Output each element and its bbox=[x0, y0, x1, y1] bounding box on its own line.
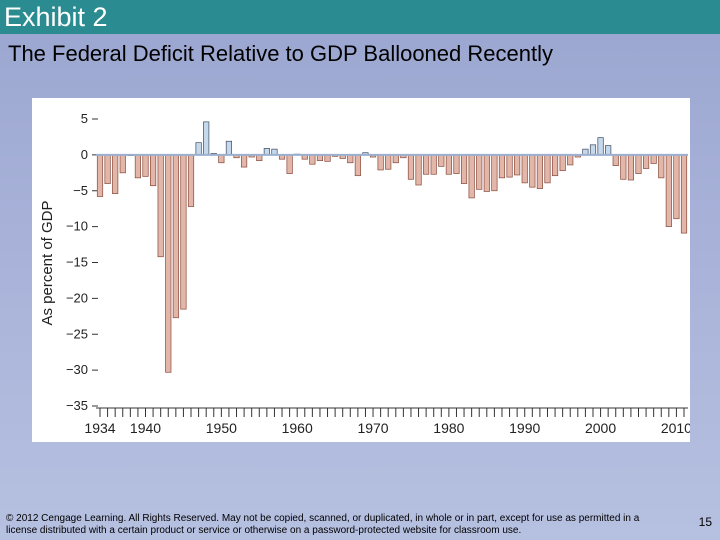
y-axis-label-group: As percent of GDP bbox=[39, 200, 56, 325]
y-tick-label: −30 bbox=[66, 362, 88, 377]
deficit-bar bbox=[476, 154, 483, 190]
deficit-bar bbox=[483, 154, 490, 192]
deficit-bar bbox=[453, 154, 460, 174]
deficit-bar bbox=[673, 154, 680, 220]
y-tick-label: −25 bbox=[66, 326, 88, 341]
y-tick-label: 0 bbox=[81, 147, 88, 162]
deficit-bar bbox=[567, 154, 574, 166]
surplus-bar bbox=[589, 144, 597, 156]
deficit-bar bbox=[627, 154, 634, 181]
deficit-bar bbox=[423, 154, 430, 175]
deficit-bar bbox=[218, 154, 225, 164]
y-tick-label: −15 bbox=[66, 255, 88, 270]
deficit-bar bbox=[514, 154, 521, 176]
deficit-bar bbox=[354, 154, 361, 177]
deficit-bar bbox=[112, 154, 119, 194]
deficit-bar bbox=[430, 154, 437, 175]
x-tick-label: 2000 bbox=[585, 420, 616, 436]
chart-panel: As percent of GDP 5 0 −5 −10 −15 −20 −25 −30 −35… bbox=[32, 98, 692, 442]
deficit-bar bbox=[392, 154, 399, 164]
deficit-bar bbox=[286, 154, 293, 174]
deficit-bar bbox=[559, 154, 566, 172]
deficit-bar bbox=[612, 154, 619, 166]
title-bar: Exhibit 2 bbox=[0, 0, 720, 34]
x-tick-label: 1960 bbox=[282, 420, 313, 436]
deficit-bar bbox=[157, 154, 164, 258]
deficit-bar bbox=[544, 154, 551, 184]
deficit-bar bbox=[385, 154, 392, 170]
deficit-bar bbox=[551, 154, 559, 177]
deficit-bar bbox=[438, 154, 445, 167]
deficit-bar bbox=[407, 154, 415, 180]
deficit-bar bbox=[377, 154, 384, 171]
deficit-bar bbox=[119, 154, 126, 174]
x-axis: 1934 1940 1950 1960 1970 1980 1990 2000 2010 bbox=[84, 407, 692, 436]
deficit-chart: As percent of GDP 5 0 −5 −10 −15 −20 −25 −30 −35… bbox=[39, 111, 692, 436]
deficit-bar bbox=[506, 154, 513, 178]
deficit-bar bbox=[536, 154, 543, 189]
deficit-bar bbox=[415, 154, 422, 186]
x-tick-label: 1934 bbox=[84, 420, 115, 436]
surplus-bar bbox=[195, 142, 202, 156]
surplus-bar bbox=[203, 121, 210, 156]
deficit-bar bbox=[241, 154, 248, 168]
y-tick-label: −10 bbox=[66, 219, 88, 234]
surplus-bar bbox=[225, 140, 233, 156]
deficit-bar bbox=[445, 154, 452, 175]
x-tick-label: 2010 bbox=[661, 420, 690, 436]
copyright-note: © 2012 Cengage Learning. All Rights Rese… bbox=[6, 513, 640, 536]
deficit-bar bbox=[142, 154, 149, 177]
slide-title: Exhibit 2 bbox=[4, 2, 108, 32]
deficit-bar bbox=[165, 154, 172, 373]
bar-series bbox=[96, 121, 688, 373]
x-tick-label: 1980 bbox=[433, 420, 464, 436]
deficit-bar bbox=[347, 154, 354, 164]
deficit-bar bbox=[642, 154, 650, 169]
y-tick-label: −5 bbox=[73, 183, 88, 198]
deficit-bar bbox=[309, 154, 316, 165]
deficit-bar bbox=[650, 154, 657, 164]
surplus-bar bbox=[597, 137, 604, 156]
x-tick-label: 1940 bbox=[130, 420, 161, 436]
y-tick-label: −35 bbox=[66, 398, 88, 413]
deficit-bar bbox=[180, 154, 187, 310]
deficit-bar bbox=[529, 154, 536, 188]
y-tick-label: −20 bbox=[66, 290, 88, 305]
deficit-bar bbox=[658, 154, 665, 179]
deficit-bar bbox=[104, 154, 111, 184]
deficit-bar bbox=[96, 154, 104, 197]
deficit-bar bbox=[460, 154, 468, 184]
deficit-bar bbox=[187, 154, 195, 207]
x-tick-label: 1990 bbox=[509, 420, 540, 436]
deficit-bar bbox=[635, 154, 642, 174]
deficit-bar bbox=[491, 154, 498, 192]
page-number: 15 bbox=[698, 515, 712, 529]
surplus-bar bbox=[605, 145, 612, 156]
y-axis-label: As percent of GDP bbox=[39, 200, 56, 325]
deficit-bar bbox=[665, 154, 672, 227]
deficit-bar bbox=[680, 154, 688, 234]
slide-subtitle: The Federal Deficit Relative to GDP Ball… bbox=[8, 41, 553, 66]
deficit-bar bbox=[498, 154, 506, 179]
deficit-bar bbox=[172, 154, 179, 319]
deficit-bar bbox=[150, 154, 157, 187]
x-tick-label: 1970 bbox=[357, 420, 388, 436]
footer: © 2012 Cengage Learning. All Rights Rese… bbox=[0, 508, 720, 540]
y-tick-label: 5 bbox=[81, 111, 88, 126]
deficit-bar bbox=[134, 154, 142, 179]
y-ticks: 5 0 −5 −10 −15 −20 −25 −30 −35 bbox=[66, 111, 98, 413]
deficit-bar bbox=[521, 154, 528, 184]
x-tick-label: 1950 bbox=[206, 420, 237, 436]
deficit-bar bbox=[468, 154, 475, 199]
deficit-bar bbox=[620, 154, 627, 180]
